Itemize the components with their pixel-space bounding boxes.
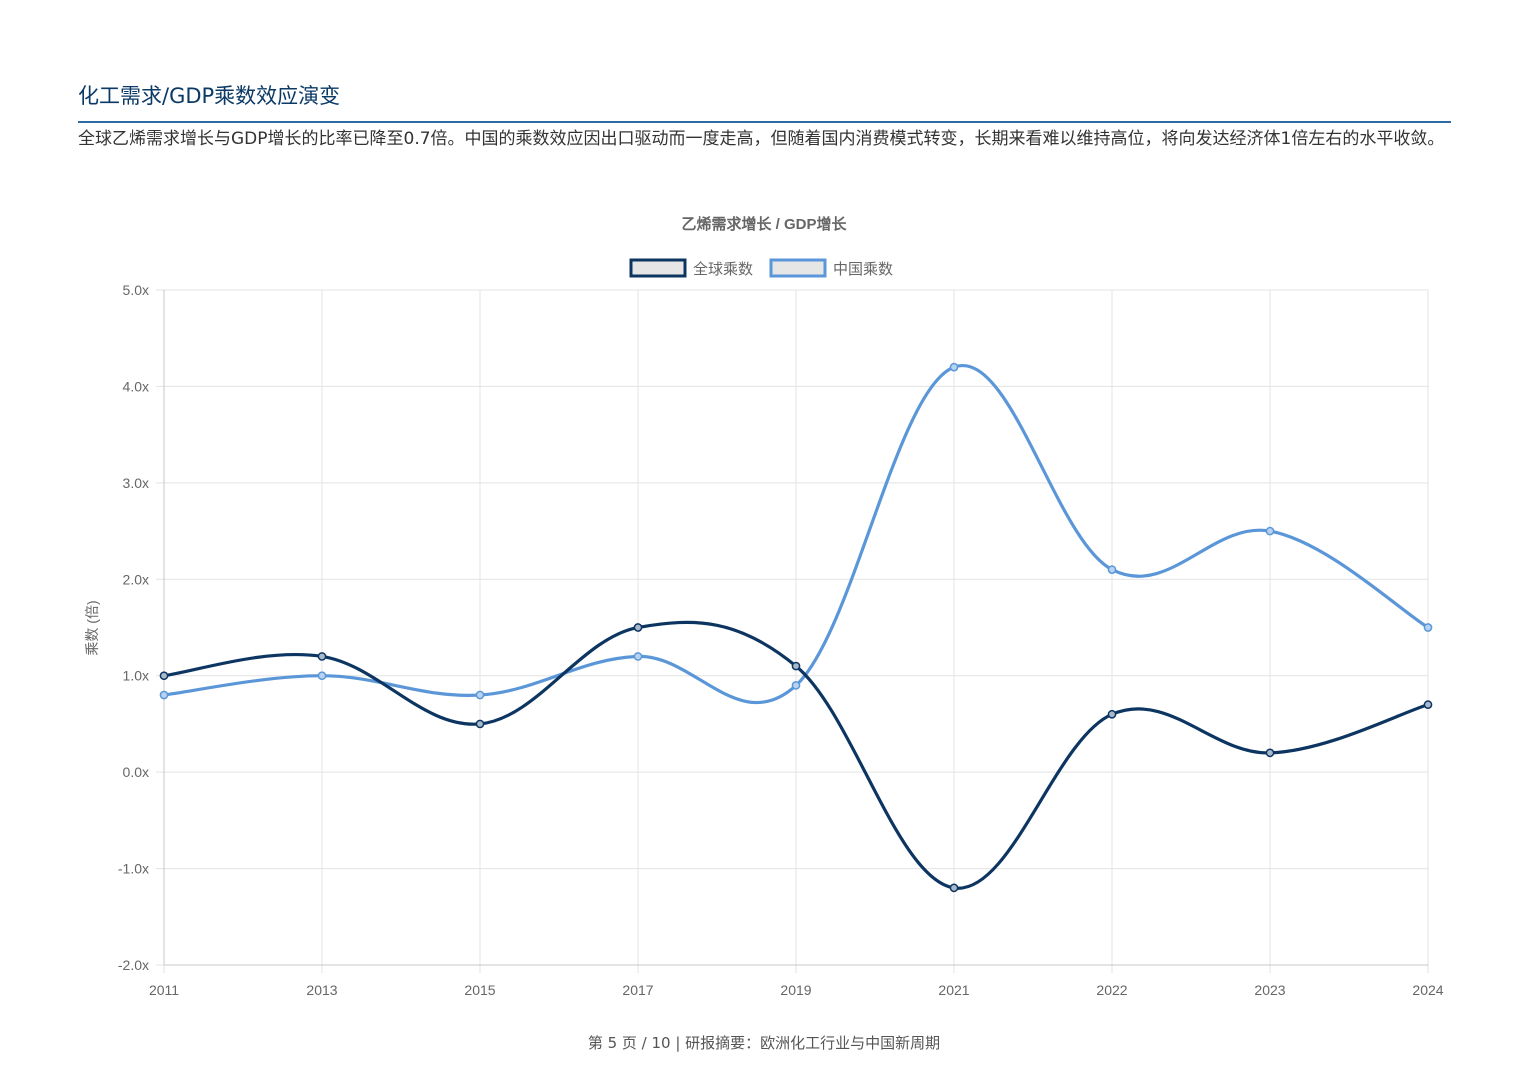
legend-swatch-global (629, 258, 687, 278)
data-point-global (317, 652, 327, 661)
chart-legend: 全球乘数 中国乘数 (629, 258, 893, 278)
section-title: 化工需求/GDP乘数效应演变 (78, 84, 341, 108)
legend-label-global: 全球乘数 (693, 260, 753, 278)
y-tick-label: 4.0x (123, 378, 149, 394)
x-tick-label: 2023 (1254, 982, 1285, 998)
chart-series (159, 362, 1433, 893)
data-point-china (475, 690, 485, 700)
data-point-china (949, 362, 959, 372)
data-point-china (317, 671, 327, 681)
x-tick-label: 2024 (1412, 982, 1443, 998)
data-point-china (791, 681, 801, 690)
legend-item-global[interactable]: 全球乘数 (629, 258, 753, 278)
page-footer: 第 5 页 / 10 | 研报摘要：欧洲化工行业与中国新周期 (587, 1034, 941, 1052)
chart-axes: -2.0x -1.0x 0.0x 1.0x 2.0x 3.0x 4.0x 5.0x 2011 20… (118, 282, 1444, 998)
x-tick-label: 2013 (306, 982, 337, 998)
data-point-global (1107, 709, 1117, 719)
y-tick-label: 3.0x (123, 475, 149, 491)
y-axis-label: 乘数 (倍) (84, 600, 100, 655)
data-point-china (1107, 565, 1117, 574)
y-tick-label: 1.0x (123, 668, 149, 684)
series-line-global (162, 620, 1430, 890)
data-point-global (633, 623, 643, 632)
y-tick-label: -2.0x (118, 957, 149, 973)
y-tick-label: 2.0x (123, 571, 149, 587)
data-point-china (633, 652, 643, 661)
data-point-china (159, 690, 169, 700)
chart-grid (156, 289, 1429, 973)
data-point-china (1265, 526, 1275, 536)
data-point-global (949, 883, 959, 893)
x-tick-label: 2017 (622, 982, 653, 998)
data-point-global (1265, 748, 1275, 758)
title-divider (78, 121, 1451, 123)
series-line-china (162, 363, 1430, 705)
x-tick-label: 2022 (1096, 982, 1127, 998)
data-point-global (1423, 700, 1433, 709)
data-point-global (475, 719, 485, 729)
legend-label-china: 中国乘数 (833, 261, 893, 278)
chart-container: 乙烯需求增长 / GDP增长 全球乘数 中国乘数 -2.0x -1.0x 0.0x 1.… (0, 195, 1528, 1015)
x-tick-label: 2015 (464, 982, 495, 998)
y-tick-label: 0.0x (123, 764, 149, 780)
x-tick-label: 2021 (938, 982, 969, 998)
data-point-global (159, 671, 169, 681)
section-description: 全球乙烯需求增长与GDP增长的比率已降至0.7倍。中国的乘数效应因出口驱动而一度… (78, 129, 1445, 149)
chart-title: 乙烯需求增长 / GDP增长 (681, 215, 847, 233)
legend-swatch-china (769, 258, 827, 278)
data-point-global (791, 661, 801, 671)
y-tick-label: -1.0x (118, 861, 149, 877)
data-point-china (1423, 623, 1433, 632)
x-tick-label: 2011 (149, 982, 179, 998)
multiplier-line-chart: 乙烯需求增长 / GDP增长 全球乘数 中国乘数 -2.0x -1.0x 0.0x 1.… (84, 215, 1444, 998)
legend-item-china[interactable]: 中国乘数 (769, 258, 893, 278)
x-tick-label: 2019 (780, 982, 811, 998)
y-tick-label: 5.0x (123, 282, 149, 298)
